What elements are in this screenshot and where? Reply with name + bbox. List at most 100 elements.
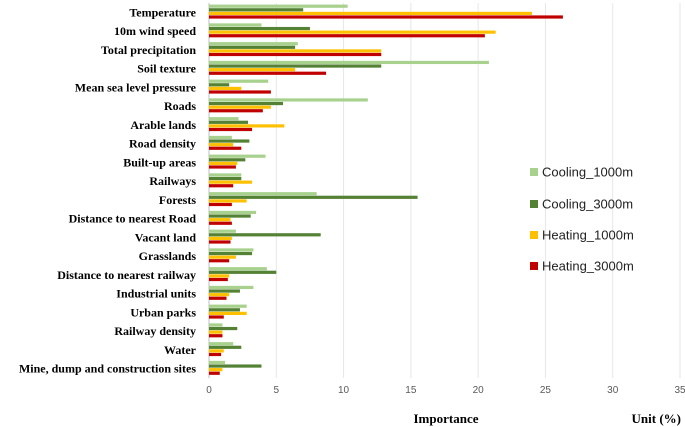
bar-cooling-3000m-18: [209, 326, 238, 331]
bar-heating-3000m-9: [209, 165, 236, 169]
bar-heating-3000m-17: [209, 315, 224, 319]
bar-cooling-3000m-15: [209, 270, 277, 274]
bar-cooling-3000m-19: [209, 345, 242, 349]
bar-cooling-1000m-7: [209, 117, 239, 121]
category-label: Railways: [149, 174, 196, 188]
bar-heating-1000m-1: [209, 11, 532, 15]
bar-heating-1000m-12: [209, 218, 231, 222]
bar-cooling-3000m-6: [209, 101, 284, 106]
x-tick-label-5: 5: [274, 385, 280, 396]
bar-heating-1000m-3: [209, 49, 382, 53]
bar-heating-1000m-15: [209, 274, 230, 278]
bar-cooling-3000m-1: [209, 8, 304, 12]
legend-label-cooling-3000m: Cooling_3000m: [542, 197, 633, 212]
bar-cooling-1000m-1: [209, 4, 348, 8]
category-label: Vacant land: [135, 230, 197, 244]
x-tick-label-15: 15: [405, 385, 417, 396]
bar-cooling-3000m-14: [209, 251, 253, 256]
legend-label-cooling-1000m: Cooling_1000m: [542, 165, 633, 180]
bar-cooling-1000m-14: [209, 248, 254, 252]
bar-heating-3000m-19: [209, 352, 222, 357]
bar-cooling-3000m-3: [209, 45, 296, 49]
category-label: Grasslands: [139, 249, 197, 263]
category-label: Soil texture: [137, 62, 196, 76]
bar-cooling-1000m-20: [209, 360, 226, 365]
bar-cooling-1000m-5: [209, 79, 269, 83]
bar-heating-3000m-16: [209, 296, 227, 300]
bar-cooling-3000m-7: [209, 120, 249, 124]
legend-swatch-cooling-3000m: [530, 200, 538, 208]
bar-heating-1000m-2: [209, 30, 496, 34]
x-tick-label-25: 25: [540, 385, 552, 396]
bar-heating-3000m-1: [209, 15, 563, 19]
bar-cooling-1000m-18: [209, 323, 223, 327]
bar-cooling-3000m-16: [209, 289, 240, 293]
category-label: Temperature: [129, 5, 196, 19]
category-label: Forests: [159, 193, 196, 207]
category-label: 10m wind speed: [114, 24, 196, 38]
x-tick-label-30: 30: [607, 385, 619, 396]
bar-heating-1000m-20: [209, 368, 223, 372]
category-label: Water: [164, 343, 197, 357]
bar-cooling-3000m-8: [209, 139, 250, 143]
bar-heating-3000m-5: [209, 90, 271, 94]
bar-heating-1000m-14: [209, 255, 236, 259]
category-label: Railway density: [114, 324, 196, 338]
bar-heating-3000m-13: [209, 240, 231, 244]
bar-heating-1000m-8: [209, 143, 234, 147]
bar-cooling-3000m-5: [209, 83, 230, 87]
bar-cooling-1000m-13: [209, 229, 236, 233]
bar-heating-3000m-7: [209, 127, 253, 132]
bar-heating-3000m-11: [209, 202, 232, 207]
category-label: Roads: [164, 99, 196, 113]
bar-heating-3000m-8: [209, 146, 242, 150]
bar-heating-1000m-18: [209, 330, 223, 334]
bar-heating-1000m-19: [209, 349, 224, 353]
x-tick-label-0: 0: [206, 385, 212, 396]
legend-swatch-cooling-1000m: [530, 168, 538, 176]
bar-cooling-3000m-10: [209, 176, 242, 181]
category-labels: Temperature 10m wind speed Total precipita…: [19, 5, 197, 375]
bar-heating-1000m-5: [209, 86, 242, 90]
bar-heating-3000m-20: [209, 371, 220, 375]
bar-heating-1000m-4: [209, 68, 296, 72]
legend-label-heating-1000m: Heating_1000m: [542, 228, 634, 243]
bar-cooling-1000m-6: [209, 98, 368, 102]
unit-label: Unit (%): [632, 411, 681, 426]
bar-cooling-1000m-17: [209, 304, 247, 308]
bar-heating-1000m-10: [209, 180, 253, 184]
bar-cooling-1000m-19: [209, 342, 234, 346]
bar-cooling-1000m-9: [209, 154, 266, 158]
x-tick-labels: 0 5 10 15 20 25 30 35: [206, 385, 685, 396]
bar-cooling-1000m-11: [209, 192, 317, 196]
category-label: Road density: [129, 137, 196, 151]
bar-cooling-3000m-12: [209, 214, 251, 218]
bar-heating-3000m-4: [209, 71, 327, 75]
category-label: Mean sea level pressure: [75, 80, 197, 94]
legend-swatch-heating-1000m: [530, 231, 538, 239]
bar-cooling-3000m-4: [209, 64, 382, 68]
bar-heating-1000m-9: [209, 161, 238, 165]
category-label: Total precipitation: [101, 43, 196, 57]
bar-heating-1000m-7: [209, 124, 285, 128]
x-tick-label-35: 35: [674, 385, 685, 396]
bar-heating-3000m-6: [209, 109, 263, 113]
bar-heating-1000m-11: [209, 199, 247, 203]
bar-cooling-1000m-15: [209, 267, 267, 271]
bar-cooling-1000m-2: [209, 23, 262, 27]
bar-cooling-1000m-8: [209, 135, 232, 140]
bar-heating-3000m-2: [209, 34, 485, 38]
bar-cooling-1000m-10: [209, 173, 242, 177]
bar-cooling-3000m-2: [209, 26, 310, 31]
category-label: Distance to nearest railway: [57, 268, 196, 282]
legend-label-heating-3000m: Heating_3000m: [542, 259, 634, 274]
gridlines: [208, 3, 681, 378]
category-label: Industrial units: [116, 287, 196, 301]
bar-heating-1000m-17: [209, 311, 247, 315]
category-label: Mine, dump and construction sites: [19, 362, 196, 376]
bar-heating-1000m-13: [209, 236, 232, 240]
bar-cooling-3000m-13: [209, 233, 321, 237]
bar-heating-3000m-10: [209, 184, 234, 188]
category-label: Distance to nearest Road: [69, 212, 197, 226]
